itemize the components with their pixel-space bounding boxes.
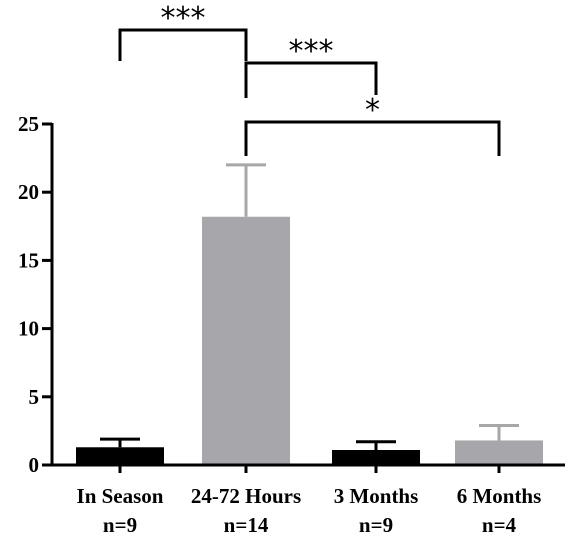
error-bars-layer [100, 163, 519, 450]
x-category-label: 3 Months [334, 484, 419, 508]
significance-label: *** [161, 1, 206, 36]
significance-bracket-2 [244, 61, 378, 98]
significance-bracket-1 [118, 28, 248, 61]
x-category-label: 24-72 Hours [191, 484, 301, 508]
x-category-label: In Season [77, 484, 164, 508]
y-tick-label: 25 [18, 112, 39, 136]
bar-4 [455, 440, 543, 465]
x-category-label: 6 Months [457, 484, 542, 508]
y-tick-label: 20 [18, 180, 39, 204]
y-tick-label: 0 [29, 453, 40, 477]
x-sample-size-label: n=9 [359, 513, 393, 537]
x-sample-size-label: n=14 [224, 513, 269, 537]
bar-3 [332, 449, 420, 465]
bar-2 [202, 216, 290, 465]
y-tick-label: 15 [18, 248, 39, 272]
x-sample-size-label: n=9 [103, 513, 137, 537]
axes-layer: 0 5 10 15 20 25 In Season n=9 24-72 Hours n=14 3 M… [18, 112, 565, 537]
bar-1 [76, 447, 164, 465]
significance-label: *** [289, 34, 334, 69]
significance-brackets-layer: ******* [118, 1, 501, 156]
significance-label: * [365, 93, 380, 128]
significance-bracket-3 [244, 120, 501, 156]
bars-layer [76, 216, 543, 465]
y-tick-label: 10 [18, 317, 39, 341]
x-sample-size-label: n=4 [482, 513, 517, 537]
y-tick-label: 5 [29, 385, 40, 409]
